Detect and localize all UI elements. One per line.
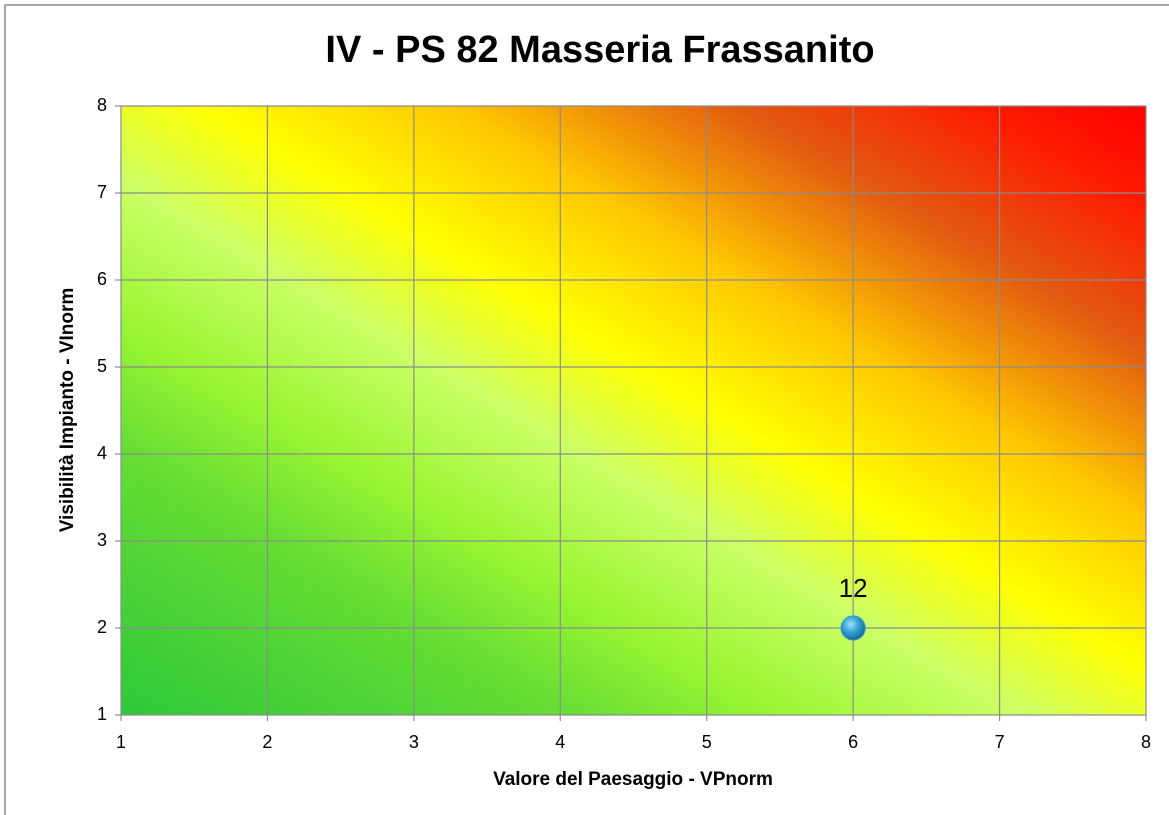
x-tick-label: 4 bbox=[555, 732, 565, 752]
x-tick-label: 6 bbox=[848, 732, 858, 752]
y-tick-label: 3 bbox=[97, 530, 107, 550]
y-tick-label: 8 bbox=[97, 95, 107, 115]
data-label: 12 bbox=[839, 573, 868, 603]
y-tick-label: 4 bbox=[97, 443, 107, 463]
chart-title: IV - PS 82 Masseria Frassanito bbox=[325, 29, 874, 71]
y-tick-label: 1 bbox=[97, 704, 107, 724]
x-axis-label: Valore del Paesaggio - VPnorm bbox=[493, 769, 773, 790]
x-tick-label: 3 bbox=[409, 732, 419, 752]
bubble bbox=[840, 615, 866, 641]
x-tick-label: 2 bbox=[262, 732, 272, 752]
y-tick-label: 7 bbox=[97, 182, 107, 202]
y-axis-label: Visibilità Impianto - VInorm bbox=[57, 288, 78, 533]
x-tick-label: 1 bbox=[116, 732, 126, 752]
y-tick-label: 2 bbox=[97, 617, 107, 637]
x-tick-label: 5 bbox=[702, 732, 712, 752]
y-tick-label: 5 bbox=[97, 356, 107, 376]
plot-area bbox=[121, 106, 1146, 715]
y-tick-label: 6 bbox=[97, 269, 107, 289]
x-tick-label: 8 bbox=[1141, 732, 1151, 752]
x-tick-label: 7 bbox=[995, 732, 1005, 752]
